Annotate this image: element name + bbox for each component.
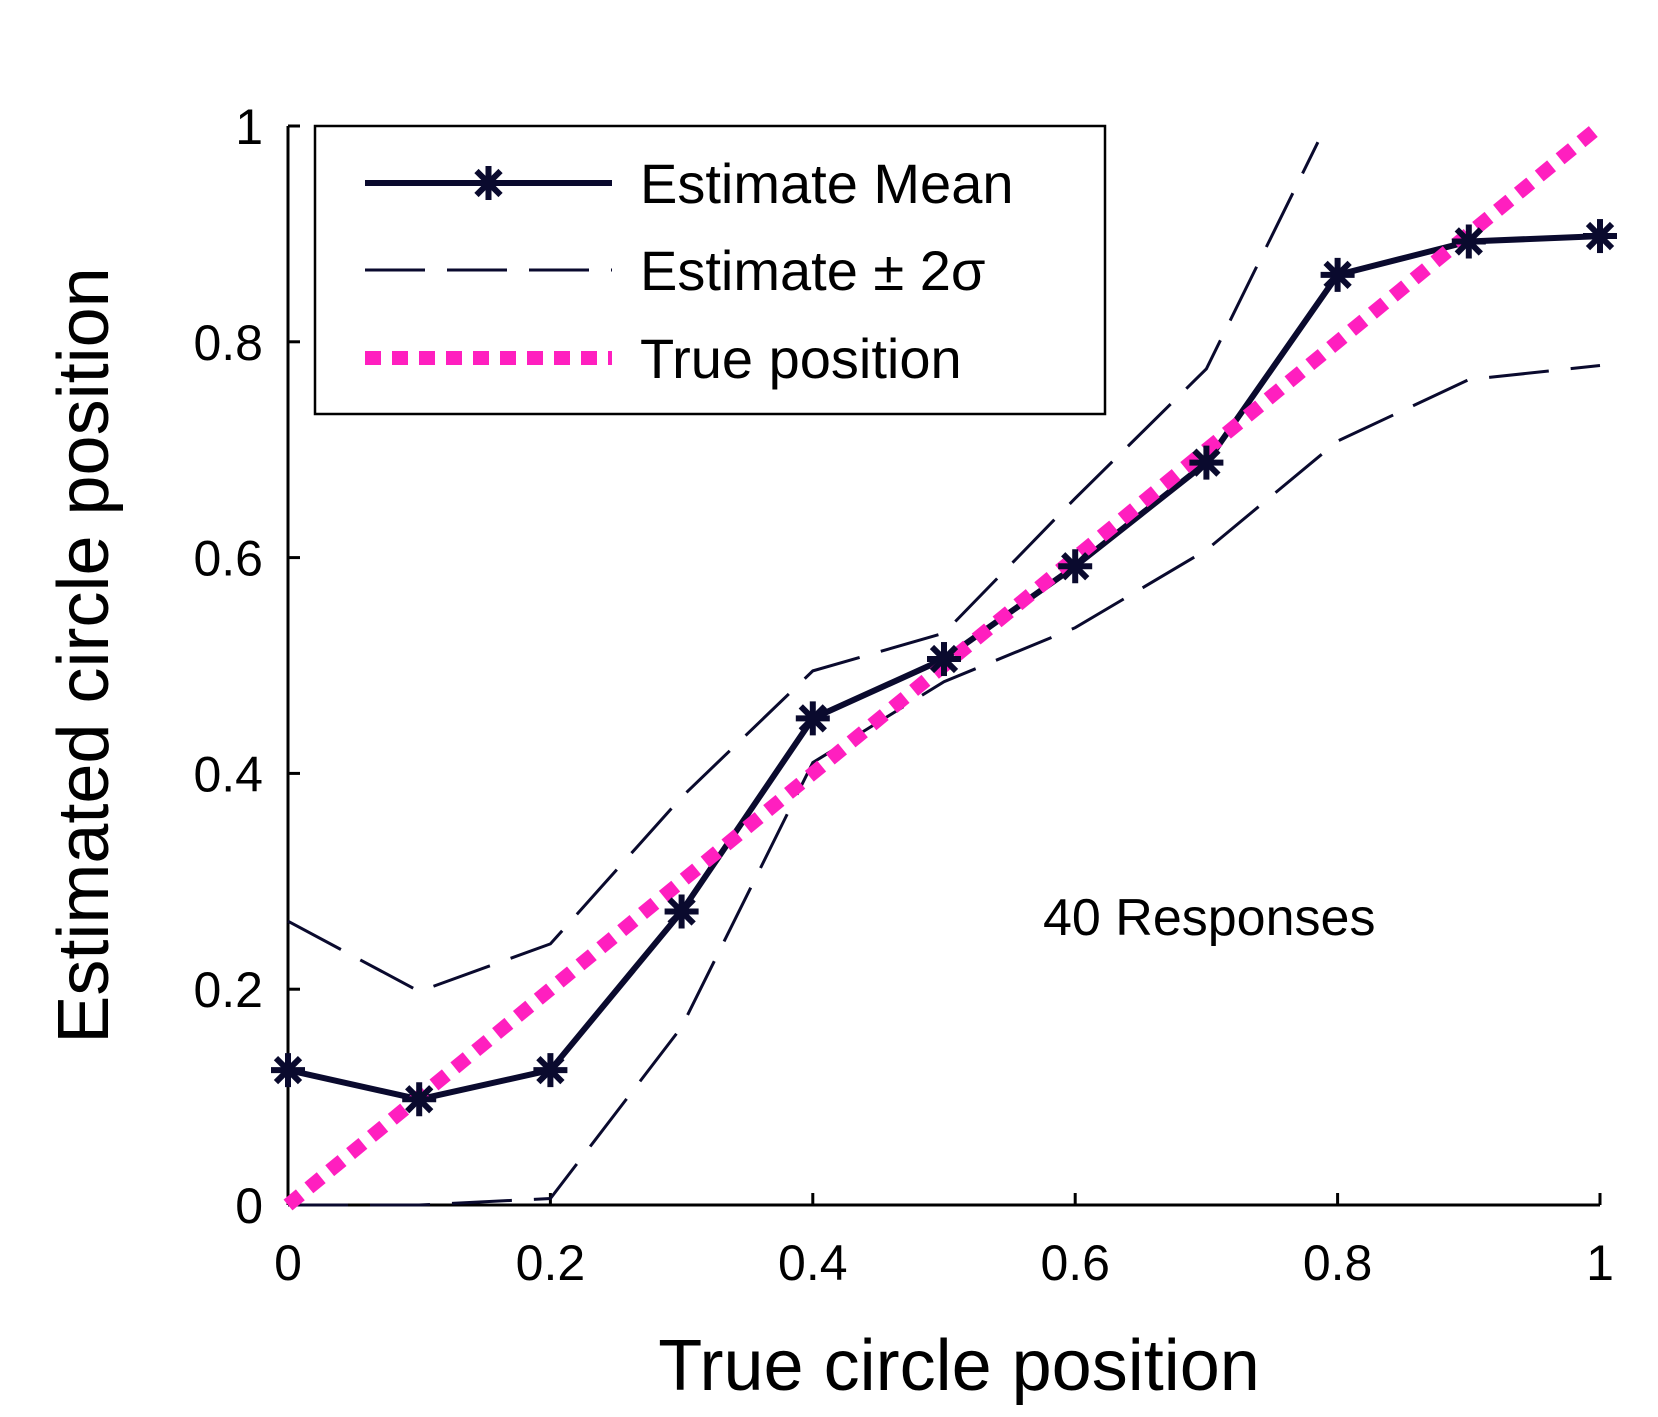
x-tick-label: 0.8: [1303, 1235, 1373, 1291]
mean-point: [664, 894, 699, 929]
y-tick-label: 0: [235, 1178, 263, 1234]
marker-stroke: [1323, 260, 1352, 290]
legend-label: Estimate ± 2σ: [640, 239, 985, 302]
legend-box: [313, 124, 1107, 416]
x-tick-label: 0.6: [1040, 1235, 1110, 1291]
marker-stroke: [929, 644, 959, 674]
mean-point: [533, 1053, 568, 1088]
series-lower-2sigma: [288, 364, 1601, 1207]
mean-point: [1451, 224, 1486, 259]
plot-area: [271, 120, 1617, 1211]
annotation-responses: 40 Responses: [1043, 889, 1375, 947]
x-axis-title: True circle position: [658, 1326, 1260, 1406]
series-upper-2sigma: [287, 141, 1320, 994]
marker-stroke: [1061, 552, 1090, 581]
x-tick-label: 0: [274, 1235, 302, 1291]
marker-stroke: [1585, 221, 1615, 251]
marker-stroke: [474, 168, 503, 198]
marker-stroke: [273, 1055, 303, 1085]
legend-label: Estimate Mean: [640, 152, 1014, 215]
mean-point: [1583, 219, 1617, 254]
mean-point: [1058, 549, 1093, 584]
mean-point: [1189, 445, 1224, 480]
marker-stroke: [1192, 448, 1221, 477]
marker-stroke: [405, 1085, 434, 1114]
mean-point: [795, 701, 830, 736]
mean-point: [271, 1053, 305, 1088]
mean-point: [1320, 257, 1355, 292]
x-tick-label: 0.2: [516, 1235, 586, 1291]
marker-stroke: [1454, 227, 1483, 256]
legend-label: True position: [640, 327, 962, 390]
y-axis-title: Estimated circle position: [44, 267, 124, 1043]
mean-point: [927, 642, 961, 677]
y-tick-label: 0.2: [193, 962, 263, 1018]
x-tick-label: 0.4: [778, 1235, 848, 1291]
y-tick-label: 0.4: [193, 746, 263, 802]
y-tick-label: 0.8: [193, 315, 263, 371]
marker-stroke: [667, 897, 696, 926]
marker-stroke: [798, 704, 827, 733]
marker-stroke: [536, 1055, 565, 1085]
legend-marker-mean: [471, 166, 506, 200]
x-tick-label: 1: [1586, 1235, 1614, 1291]
legend: Estimate Mean Estimate ± 2σ True position: [313, 124, 1107, 416]
mean-point: [402, 1082, 437, 1117]
axes: 0 0.2 0.4 0.6 0.8 1 0 0.2 0.4 0.6 0.8 1: [193, 99, 1613, 1291]
y-tick-label: 1: [235, 99, 263, 155]
y-tick-label: 0.6: [193, 531, 263, 587]
